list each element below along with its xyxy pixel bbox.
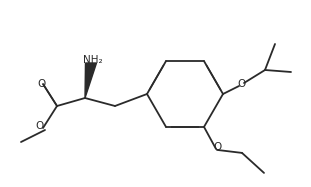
Text: O: O bbox=[213, 142, 221, 152]
Text: O: O bbox=[238, 79, 246, 89]
Text: NH₂: NH₂ bbox=[83, 55, 103, 65]
Polygon shape bbox=[85, 63, 96, 98]
Text: O: O bbox=[38, 79, 46, 89]
Text: O: O bbox=[35, 121, 43, 131]
